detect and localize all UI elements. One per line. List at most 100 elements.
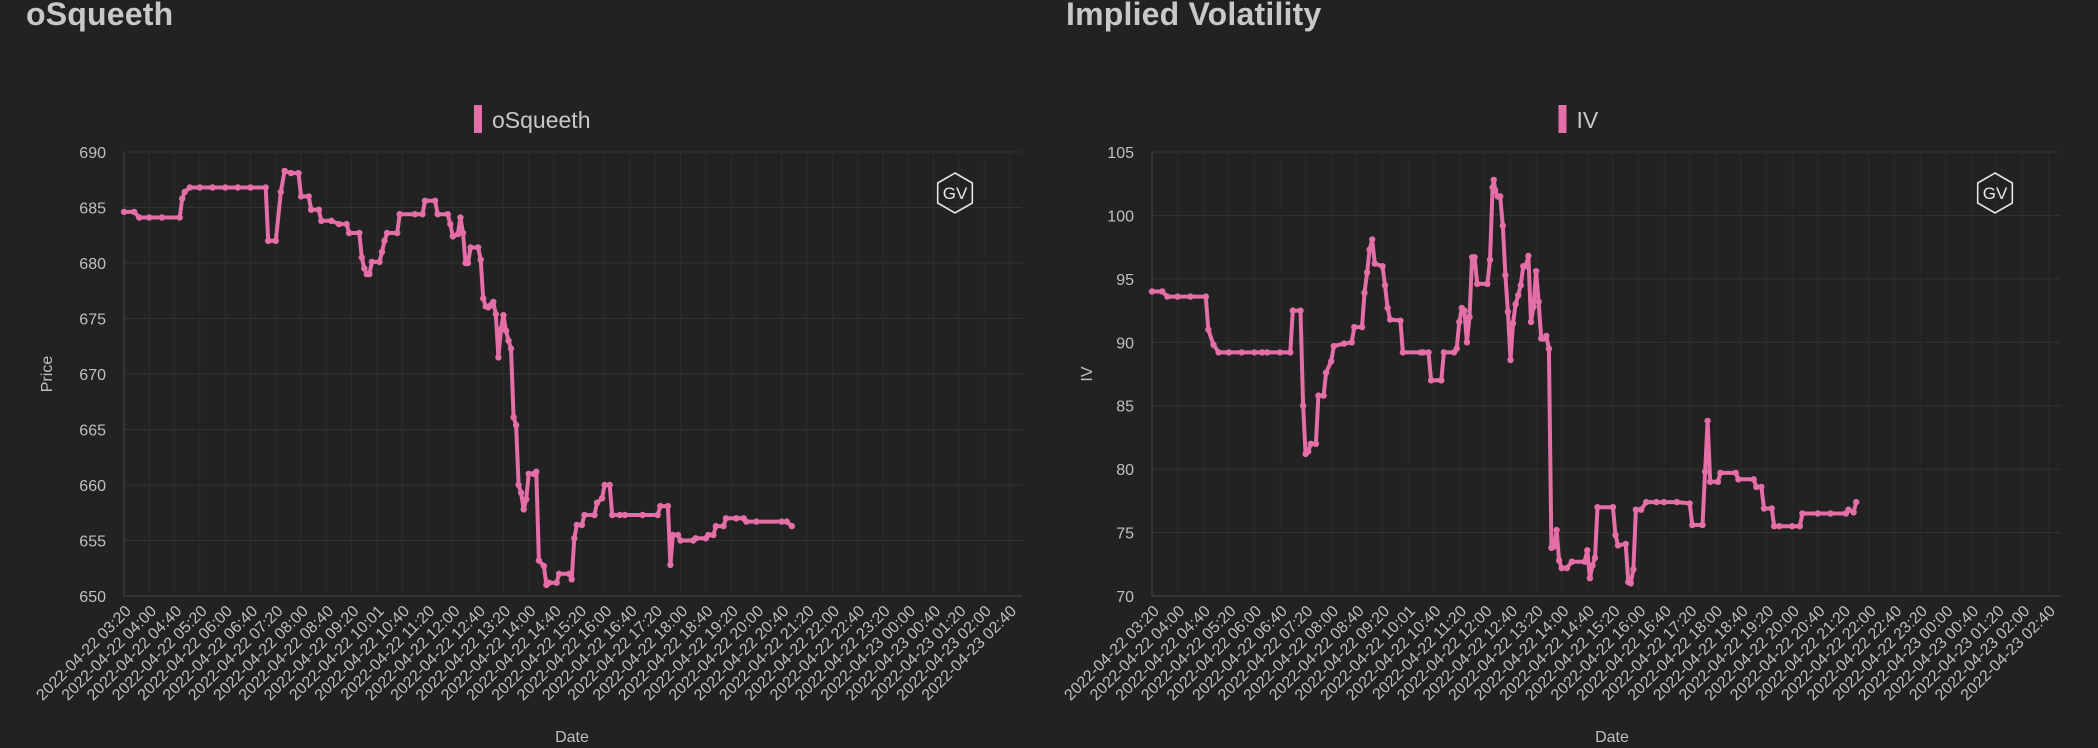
data-point: [533, 468, 540, 475]
data-point: [573, 521, 580, 529]
data-point: [1463, 339, 1471, 346]
data-point: [1753, 483, 1760, 491]
data-point: [669, 531, 677, 539]
data-point: [1660, 498, 1668, 506]
data-point: [1264, 349, 1271, 356]
data-point: [477, 256, 484, 263]
data-point: [464, 259, 472, 267]
data-point: [376, 258, 383, 266]
data-point: [535, 557, 543, 564]
data-point: [1215, 349, 1222, 356]
data-point: [492, 310, 499, 318]
data-point: [1491, 186, 1499, 194]
data-point: [1461, 307, 1468, 314]
data-point: [186, 184, 193, 191]
data-point: [234, 184, 241, 191]
gv-text: GV: [1983, 184, 2008, 203]
data-point: [1502, 271, 1509, 279]
legend: IV: [1558, 105, 1599, 133]
data-point: [1427, 377, 1435, 384]
data-point: [421, 197, 429, 204]
data-point: [1632, 506, 1640, 513]
data-point: [356, 229, 363, 237]
y-tick-label: 100: [1107, 208, 1134, 225]
data-point: [490, 298, 497, 306]
data-point: [598, 495, 606, 502]
data-point: [1532, 268, 1540, 275]
data-point: [1701, 468, 1709, 475]
data-point: [555, 570, 563, 577]
data-point: [1512, 301, 1519, 308]
data-point: [705, 531, 712, 539]
y-tick-label: 690: [79, 145, 106, 162]
data-point: [459, 229, 467, 237]
y-tick-label: 660: [79, 478, 106, 495]
data-point: [181, 188, 188, 196]
data-point: [1497, 193, 1504, 200]
data-point: [1438, 377, 1445, 384]
data-point: [502, 327, 510, 334]
data-point: [1584, 547, 1591, 554]
data-point: [674, 531, 682, 539]
data-point: [419, 211, 426, 218]
data-point: [1758, 483, 1765, 491]
data-point: [130, 208, 138, 216]
data-point: [1689, 521, 1696, 529]
data-point: [308, 206, 315, 213]
data-point: [1527, 318, 1535, 326]
data-point: [510, 414, 517, 421]
data-point: [1707, 478, 1714, 485]
data-point: [692, 535, 699, 542]
data-point: [1287, 349, 1294, 356]
data-point: [297, 193, 305, 200]
data-point: [196, 184, 204, 191]
data-point: [753, 518, 760, 525]
data-point: [1440, 349, 1448, 356]
data-point: [616, 511, 623, 519]
data-point: [1555, 557, 1563, 564]
data-point: [1686, 500, 1693, 507]
data-point: [571, 535, 578, 542]
data-point: [1340, 340, 1348, 347]
legend-label: IV: [1577, 107, 1599, 133]
data-point: [1187, 293, 1194, 300]
y-tick-label: 650: [79, 589, 106, 606]
data-point: [457, 214, 464, 221]
data-point: [1330, 342, 1337, 350]
y-axis-title: IV: [1079, 366, 1096, 381]
y-tick-label: 105: [1107, 145, 1134, 162]
y-tick-label: 665: [79, 423, 106, 440]
data-point: [1384, 304, 1391, 312]
data-point: [512, 421, 520, 429]
panel-title: Implied Volatility: [1066, 0, 1322, 32]
data-point: [1788, 523, 1796, 530]
data-point: [1361, 289, 1368, 296]
y-tick-label: 80: [1116, 462, 1134, 479]
data-point: [1717, 469, 1724, 477]
data-point: [1358, 323, 1366, 331]
data-point: [1174, 293, 1181, 300]
data-point: [1699, 521, 1706, 529]
data-point: [722, 515, 730, 522]
data-point: [1760, 505, 1768, 512]
data-point: [1322, 369, 1330, 376]
data-point: [568, 576, 575, 583]
data-point: [733, 515, 740, 522]
data-point: [1276, 349, 1284, 356]
data-point: [158, 214, 166, 221]
data-point: [1515, 292, 1522, 299]
data-point: [287, 169, 295, 177]
data-point: [378, 248, 386, 256]
data-point: [447, 220, 454, 228]
data-point: [1371, 260, 1378, 267]
data-point: [1673, 498, 1681, 506]
data-point: [1258, 349, 1266, 356]
data-point: [1622, 540, 1629, 548]
data-point: [523, 496, 530, 503]
data-point: [1517, 282, 1524, 289]
data-point: [1509, 320, 1517, 327]
data-point: [520, 506, 527, 513]
data-point: [361, 265, 368, 272]
data-point: [449, 233, 456, 240]
